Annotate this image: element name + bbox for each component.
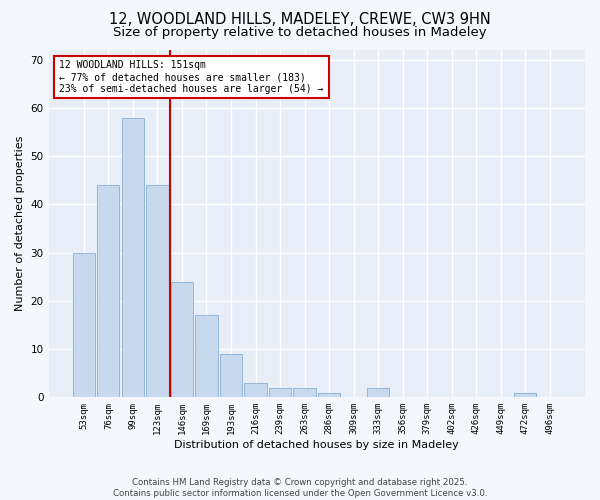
Bar (73, 252, 95, 398)
Bar (196, 316, 218, 398)
Bar (146, 185, 169, 398)
X-axis label: Distribution of detached houses by size in Madeley: Distribution of detached houses by size … (175, 440, 459, 450)
Bar (514, 392, 536, 398)
Text: Contains HM Land Registry data © Crown copyright and database right 2025.
Contai: Contains HM Land Registry data © Crown c… (113, 478, 487, 498)
Bar (171, 282, 193, 398)
Bar (269, 388, 291, 398)
Bar (244, 383, 266, 398)
Bar (293, 388, 316, 398)
Text: 12, WOODLAND HILLS, MADELEY, CREWE, CW3 9HN: 12, WOODLAND HILLS, MADELEY, CREWE, CW3 … (109, 12, 491, 28)
Bar (220, 354, 242, 398)
Bar (318, 392, 340, 398)
Text: Size of property relative to detached houses in Madeley: Size of property relative to detached ho… (113, 26, 487, 39)
Bar (97, 185, 119, 398)
Text: 12 WOODLAND HILLS: 151sqm
← 77% of detached houses are smaller (183)
23% of semi: 12 WOODLAND HILLS: 151sqm ← 77% of detac… (59, 60, 323, 94)
Bar (367, 388, 389, 398)
Bar (122, 118, 144, 398)
Y-axis label: Number of detached properties: Number of detached properties (15, 136, 25, 312)
